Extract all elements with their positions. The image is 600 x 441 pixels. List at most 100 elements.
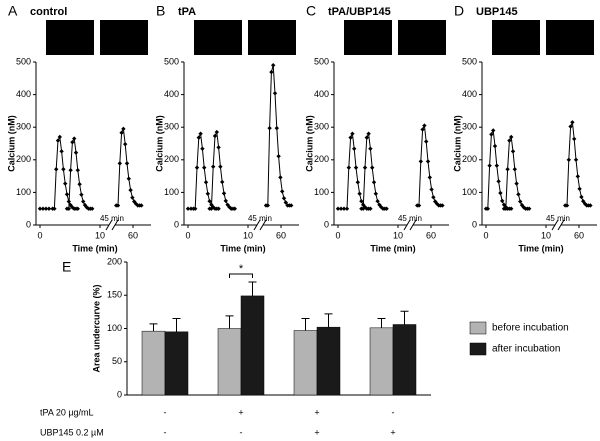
- trace-point: [216, 145, 221, 150]
- trace-point: [581, 199, 586, 204]
- axis-break: [557, 219, 565, 231]
- trace-point: [81, 199, 86, 204]
- x-tick-label: 10: [95, 230, 105, 240]
- trace-point: [115, 203, 121, 208]
- y-axis-label: Calcium (nM): [452, 115, 462, 172]
- y-tick-label: 200: [164, 154, 179, 164]
- error-bar: [225, 315, 234, 329]
- trace-point: [348, 135, 353, 140]
- condition-value: +: [314, 427, 319, 437]
- trace-point: [139, 203, 144, 208]
- trace-point: [353, 165, 359, 170]
- trace-point: [267, 125, 272, 131]
- trace-point: [194, 165, 200, 170]
- trace-point: [416, 203, 422, 208]
- axis-break: [105, 219, 113, 231]
- x-axis-label: Time (min): [518, 243, 563, 253]
- x-tick-label: 60: [426, 230, 436, 240]
- error-bar: [301, 318, 310, 331]
- trace-point: [564, 203, 570, 208]
- trace-point: [509, 206, 514, 211]
- trace-point: [487, 163, 492, 168]
- panel-title: tPA/UBP145: [328, 6, 391, 18]
- y-tick-label: 200: [107, 256, 122, 266]
- trace: [338, 123, 443, 210]
- trace-point: [220, 179, 225, 185]
- trace-point: [66, 199, 71, 204]
- trace-point: [500, 198, 505, 204]
- trace-point: [84, 205, 89, 210]
- trace-point: [431, 195, 436, 200]
- trace-point: [272, 91, 278, 96]
- panel-label: E: [62, 259, 71, 275]
- y-tick-label: 200: [314, 154, 329, 164]
- y-tick-label: 100: [462, 187, 477, 197]
- y-tick-label: 100: [16, 187, 31, 197]
- trace-point: [205, 191, 210, 196]
- y-axis-label: Calcium (nM): [304, 115, 314, 172]
- trace-point: [59, 149, 64, 154]
- trace-point: [485, 206, 490, 211]
- trace-point: [355, 180, 360, 185]
- trace-point: [370, 165, 375, 170]
- micrograph-texture: [344, 20, 392, 55]
- y-tick-label: 300: [314, 122, 329, 132]
- trace-point: [368, 206, 373, 211]
- condition-value: +: [314, 407, 319, 417]
- condition-label: tPA 20 µg/mL: [40, 407, 94, 417]
- break-label: 45 min: [248, 214, 272, 223]
- trace: [188, 65, 292, 210]
- trace-point: [521, 205, 526, 210]
- trace-point: [63, 181, 68, 186]
- trace-point: [503, 206, 508, 211]
- trace-point: [121, 126, 126, 132]
- bar: [164, 331, 189, 396]
- trace-point: [420, 127, 425, 132]
- y-tick-label: 200: [16, 154, 31, 164]
- trace-point: [573, 157, 579, 162]
- trace-point: [283, 200, 288, 205]
- trace-point: [269, 69, 274, 75]
- trace-point: [434, 201, 440, 207]
- error-bar: [248, 281, 257, 296]
- error-bar: [149, 323, 158, 332]
- y-tick-label: 100: [107, 323, 122, 333]
- trace-point: [422, 123, 427, 128]
- panel-title: tPA: [178, 6, 196, 18]
- error-bar: [324, 313, 333, 328]
- trace-point: [516, 192, 521, 197]
- trace-point: [364, 135, 369, 140]
- y-tick-label: 100: [314, 187, 329, 197]
- error-bar: [172, 318, 181, 332]
- condition-value: +: [238, 407, 243, 417]
- trace-point: [75, 168, 80, 173]
- trace-point: [123, 141, 128, 147]
- trace-point: [200, 146, 205, 151]
- trace-point: [344, 206, 350, 211]
- y-axis-label: Calcium (nM): [154, 115, 164, 172]
- trace-point: [335, 206, 341, 211]
- trace-point: [579, 194, 584, 200]
- y-tick-label: 0: [174, 219, 179, 229]
- trace-point: [368, 146, 373, 151]
- trace-point: [216, 206, 221, 211]
- y-tick-label: 400: [314, 89, 329, 99]
- y-tick-label: 0: [324, 219, 329, 229]
- bar: [240, 295, 265, 396]
- break-label: 45 min: [546, 214, 570, 223]
- trace-point: [117, 161, 122, 166]
- trace-point: [198, 131, 203, 136]
- trace-point: [90, 206, 95, 211]
- y-tick-label: 0: [472, 219, 477, 229]
- y-tick-label: 300: [462, 122, 477, 132]
- bar: [369, 327, 394, 396]
- trace-point: [133, 201, 139, 207]
- trace-point: [518, 199, 523, 204]
- micrograph-texture: [492, 20, 540, 55]
- trace-point: [491, 128, 496, 133]
- micrograph-texture: [398, 20, 446, 55]
- condition-value: -: [164, 427, 167, 437]
- trace-point: [494, 163, 499, 168]
- trace-point: [373, 191, 378, 196]
- trace-point: [424, 139, 429, 144]
